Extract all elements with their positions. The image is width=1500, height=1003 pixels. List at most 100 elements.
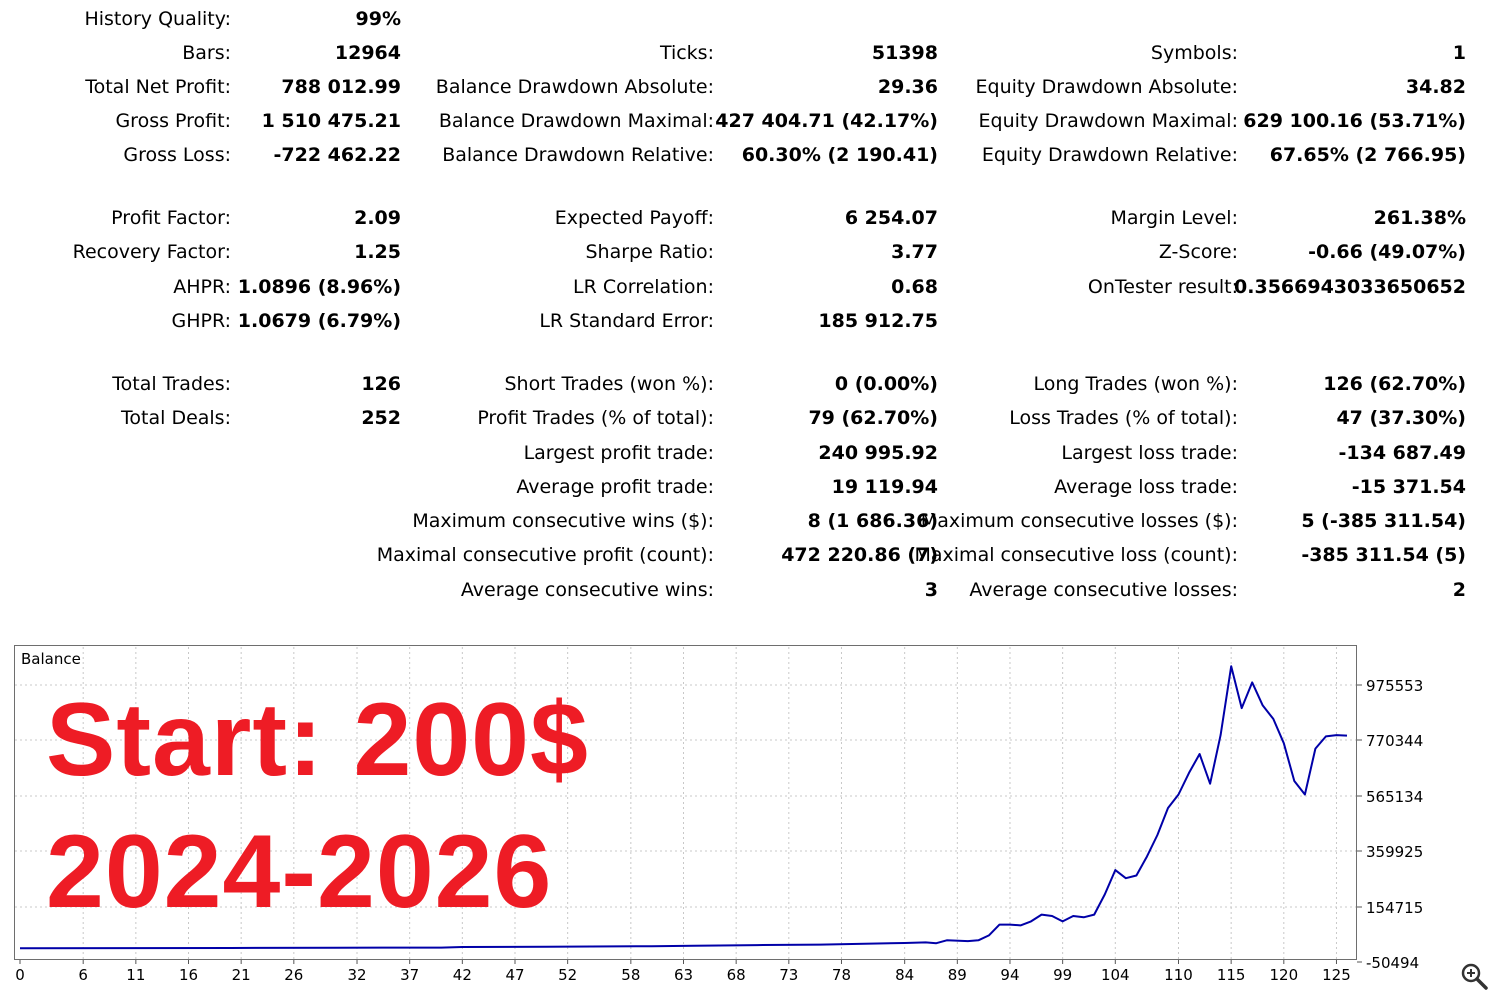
stat-value-lr-standard-error: 185 912.75 <box>818 310 938 332</box>
stat-value-average-consecutive-wins: 3 <box>924 579 938 601</box>
x-tick-label: 68 <box>727 966 746 984</box>
x-tick-label: 63 <box>674 966 693 984</box>
stat-value-lr-correlation: 0.68 <box>891 276 938 298</box>
stat-value-expected-payoff: 6 254.07 <box>844 207 938 229</box>
stat-label-equity-dd-maximal: Equity Drawdown Maximal: <box>978 110 1238 132</box>
stat-label-largest-loss-trade: Largest loss trade: <box>1061 442 1238 464</box>
stat-label-maximal-consecutive-loss: Maximal consecutive loss (count): <box>914 544 1239 566</box>
stat-label-ahpr: AHPR: <box>173 276 231 298</box>
stat-label-average-loss-trade: Average loss trade: <box>1054 476 1238 498</box>
stat-value-loss-trades: 47 (37.30%) <box>1336 407 1466 429</box>
x-tick-label: 47 <box>505 966 524 984</box>
stat-label-lr-correlation: LR Correlation: <box>573 276 714 298</box>
stat-value-gross-profit: 1 510 475.21 <box>261 110 401 132</box>
stat-value-equity-dd-relative: 67.65% (2 766.95) <box>1269 144 1466 166</box>
x-tick-label: 52 <box>558 966 577 984</box>
x-tick-label: 21 <box>232 966 251 984</box>
stat-value-ghpr: 1.0679 (6.79%) <box>237 310 401 332</box>
stat-label-history-quality: History Quality: <box>84 8 231 30</box>
x-tick-label: 37 <box>400 966 419 984</box>
x-tick-label: 89 <box>948 966 967 984</box>
x-tick-label: 104 <box>1101 966 1130 984</box>
y-tick-label: -50494 <box>1366 954 1419 972</box>
stat-value-balance-dd-relative: 60.30% (2 190.41) <box>741 144 938 166</box>
stat-label-equity-dd-relative: Equity Drawdown Relative: <box>981 144 1238 166</box>
stat-value-ticks: 51398 <box>871 42 938 64</box>
stat-label-max-consecutive-losses: Maximum consecutive losses ($): <box>920 510 1238 532</box>
x-tick-label: 0 <box>15 966 25 984</box>
stat-label-ghpr: GHPR: <box>171 310 232 332</box>
stat-value-equity-dd-absolute: 34.82 <box>1405 76 1466 98</box>
stat-value-average-loss-trade: -15 371.54 <box>1351 476 1466 498</box>
stat-label-lr-standard-error: LR Standard Error: <box>539 310 714 332</box>
stat-value-ahpr: 1.0896 (8.96%) <box>237 276 401 298</box>
stat-label-profit-factor: Profit Factor: <box>111 207 231 229</box>
x-tick-label: 42 <box>453 966 472 984</box>
stat-value-average-profit-trade: 19 119.94 <box>831 476 938 498</box>
x-tick-label: 6 <box>78 966 88 984</box>
stat-label-maximal-consecutive-profit: Maximal consecutive profit (count): <box>376 544 714 566</box>
x-tick-label: 110 <box>1164 966 1193 984</box>
stat-label-expected-payoff: Expected Payoff: <box>554 207 714 229</box>
stat-value-gross-loss: -722 462.22 <box>273 144 401 166</box>
zoom-in-icon[interactable] <box>1460 962 1488 990</box>
stat-value-largest-profit-trade: 240 995.92 <box>818 442 938 464</box>
stat-label-equity-dd-absolute: Equity Drawdown Absolute: <box>975 76 1239 98</box>
stat-value-total-net-profit: 788 012.99 <box>281 76 401 98</box>
x-tick-label: 16 <box>179 966 198 984</box>
stat-value-profit-trades: 79 (62.70%) <box>808 407 938 429</box>
stat-label-balance-dd-absolute: Balance Drawdown Absolute: <box>435 76 714 98</box>
stat-label-total-deals: Total Deals: <box>121 407 231 429</box>
stat-label-largest-profit-trade: Largest profit trade: <box>523 442 714 464</box>
stat-label-ticks: Ticks: <box>659 42 714 64</box>
stat-value-bars: 12964 <box>334 42 401 64</box>
x-tick-label: 58 <box>621 966 640 984</box>
stat-value-long-trades: 126 (62.70%) <box>1323 373 1466 395</box>
x-tick-label: 78 <box>832 966 851 984</box>
stat-value-equity-dd-maximal: 629 100.16 (53.71%) <box>1243 110 1466 132</box>
x-tick-label: 115 <box>1217 966 1246 984</box>
stat-value-average-consecutive-losses: 2 <box>1452 579 1466 601</box>
x-tick-label: 32 <box>347 966 366 984</box>
stat-value-short-trades: 0 (0.00%) <box>834 373 938 395</box>
stat-label-sharpe-ratio: Sharpe Ratio: <box>585 241 714 263</box>
stat-label-total-trades: Total Trades: <box>112 373 231 395</box>
y-tick-label: 359925 <box>1366 843 1423 861</box>
overlay-period-text: 2024-2026 <box>46 814 553 930</box>
stat-label-margin-level: Margin Level: <box>1110 207 1239 229</box>
x-tick-label: 73 <box>779 966 798 984</box>
y-tick-label: 770344 <box>1366 732 1423 750</box>
stat-value-sharpe-ratio: 3.77 <box>891 241 938 263</box>
stat-value-balance-dd-maximal: 427 404.71 (42.17%) <box>715 110 938 132</box>
y-tick-label: 565134 <box>1366 788 1423 806</box>
stat-value-max-consecutive-wins: 8 (1 686.36) <box>807 510 938 532</box>
chart-title: Balance <box>21 650 81 668</box>
stat-label-z-score: Z-Score: <box>1158 241 1238 263</box>
y-tick-label: 975553 <box>1366 677 1423 695</box>
stat-value-total-deals: 252 <box>361 407 401 429</box>
stat-label-long-trades: Long Trades (won %): <box>1033 373 1238 395</box>
stat-value-history-quality: 99% <box>355 8 401 30</box>
stat-label-symbols: Symbols: <box>1150 42 1238 64</box>
stat-label-short-trades: Short Trades (won %): <box>504 373 714 395</box>
stat-value-margin-level: 261.38% <box>1373 207 1466 229</box>
stat-label-average-profit-trade: Average profit trade: <box>516 476 714 498</box>
stat-value-profit-factor: 2.09 <box>354 207 401 229</box>
stat-label-loss-trades: Loss Trades (% of total): <box>1009 407 1238 429</box>
stat-label-bars: Bars: <box>182 42 231 64</box>
overlay-start-text: Start: 200$ <box>46 682 589 798</box>
y-tick-label: 154715 <box>1366 899 1423 917</box>
stat-label-gross-profit: Gross Profit: <box>115 110 231 132</box>
stat-value-maximal-consecutive-profit: 472 220.86 (7) <box>781 544 938 566</box>
stat-value-largest-loss-trade: -134 687.49 <box>1338 442 1466 464</box>
stat-label-recovery-factor: Recovery Factor: <box>72 241 231 263</box>
stat-label-average-consecutive-losses: Average consecutive losses: <box>969 579 1238 601</box>
stat-value-ontester-result: 0.3566943033650652 <box>1234 276 1466 298</box>
balance-series-line <box>19 665 1348 950</box>
x-tick-label: 26 <box>284 966 303 984</box>
x-tick-label: 84 <box>895 966 914 984</box>
stat-value-balance-dd-absolute: 29.36 <box>877 76 938 98</box>
stat-value-maximal-consecutive-loss: -385 311.54 (5) <box>1301 544 1466 566</box>
x-tick-label: 125 <box>1322 966 1351 984</box>
